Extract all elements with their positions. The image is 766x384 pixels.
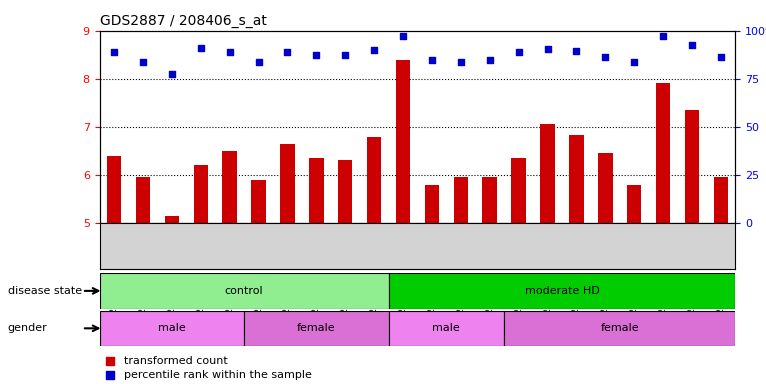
- FancyBboxPatch shape: [504, 311, 735, 346]
- Bar: [251, 180, 266, 223]
- Point: [459, 193, 471, 199]
- Bar: [512, 158, 525, 223]
- Bar: [424, 185, 439, 223]
- Bar: [483, 177, 497, 223]
- Point: [195, 45, 207, 51]
- Bar: [627, 185, 641, 223]
- Point: [339, 52, 352, 58]
- Text: gender: gender: [8, 323, 47, 333]
- Point: [455, 59, 467, 65]
- Bar: [309, 158, 323, 223]
- Point: [599, 54, 611, 60]
- FancyBboxPatch shape: [388, 273, 735, 309]
- Point: [628, 59, 640, 65]
- Bar: [338, 161, 352, 223]
- Point: [686, 42, 698, 48]
- Point: [459, 315, 471, 321]
- Bar: [280, 144, 295, 223]
- FancyBboxPatch shape: [244, 311, 388, 346]
- Bar: [453, 177, 468, 223]
- Point: [137, 59, 149, 65]
- Bar: [165, 215, 179, 223]
- Text: percentile rank within the sample: percentile rank within the sample: [124, 370, 312, 380]
- Point: [397, 33, 409, 39]
- Point: [512, 49, 525, 55]
- Text: female: female: [297, 323, 336, 333]
- Point: [657, 33, 669, 40]
- Text: GDS2887 / 208406_s_at: GDS2887 / 208406_s_at: [100, 14, 267, 28]
- Text: transformed count: transformed count: [124, 356, 228, 366]
- Text: female: female: [601, 323, 639, 333]
- Bar: [685, 110, 699, 223]
- Bar: [714, 177, 728, 223]
- Point: [165, 71, 178, 77]
- FancyBboxPatch shape: [388, 311, 504, 346]
- FancyBboxPatch shape: [100, 273, 388, 309]
- Bar: [396, 61, 411, 223]
- Point: [281, 49, 293, 55]
- Point: [368, 47, 380, 53]
- Point: [252, 59, 265, 65]
- Text: moderate HD: moderate HD: [525, 286, 599, 296]
- FancyBboxPatch shape: [100, 311, 244, 346]
- Point: [570, 48, 582, 54]
- Point: [108, 49, 120, 55]
- Bar: [569, 136, 584, 223]
- Point: [483, 58, 496, 64]
- Text: control: control: [224, 286, 264, 296]
- Bar: [136, 177, 150, 223]
- Bar: [106, 156, 121, 223]
- Bar: [656, 83, 670, 223]
- Point: [224, 49, 236, 55]
- Point: [715, 54, 727, 60]
- Text: male: male: [433, 323, 460, 333]
- Bar: [540, 124, 555, 223]
- Text: disease state: disease state: [8, 286, 82, 296]
- Bar: [222, 151, 237, 223]
- Text: male: male: [158, 323, 185, 333]
- Point: [426, 58, 438, 64]
- Point: [310, 52, 322, 58]
- Bar: [367, 137, 381, 223]
- Bar: [598, 153, 613, 223]
- Bar: [194, 165, 208, 223]
- Point: [542, 46, 554, 52]
